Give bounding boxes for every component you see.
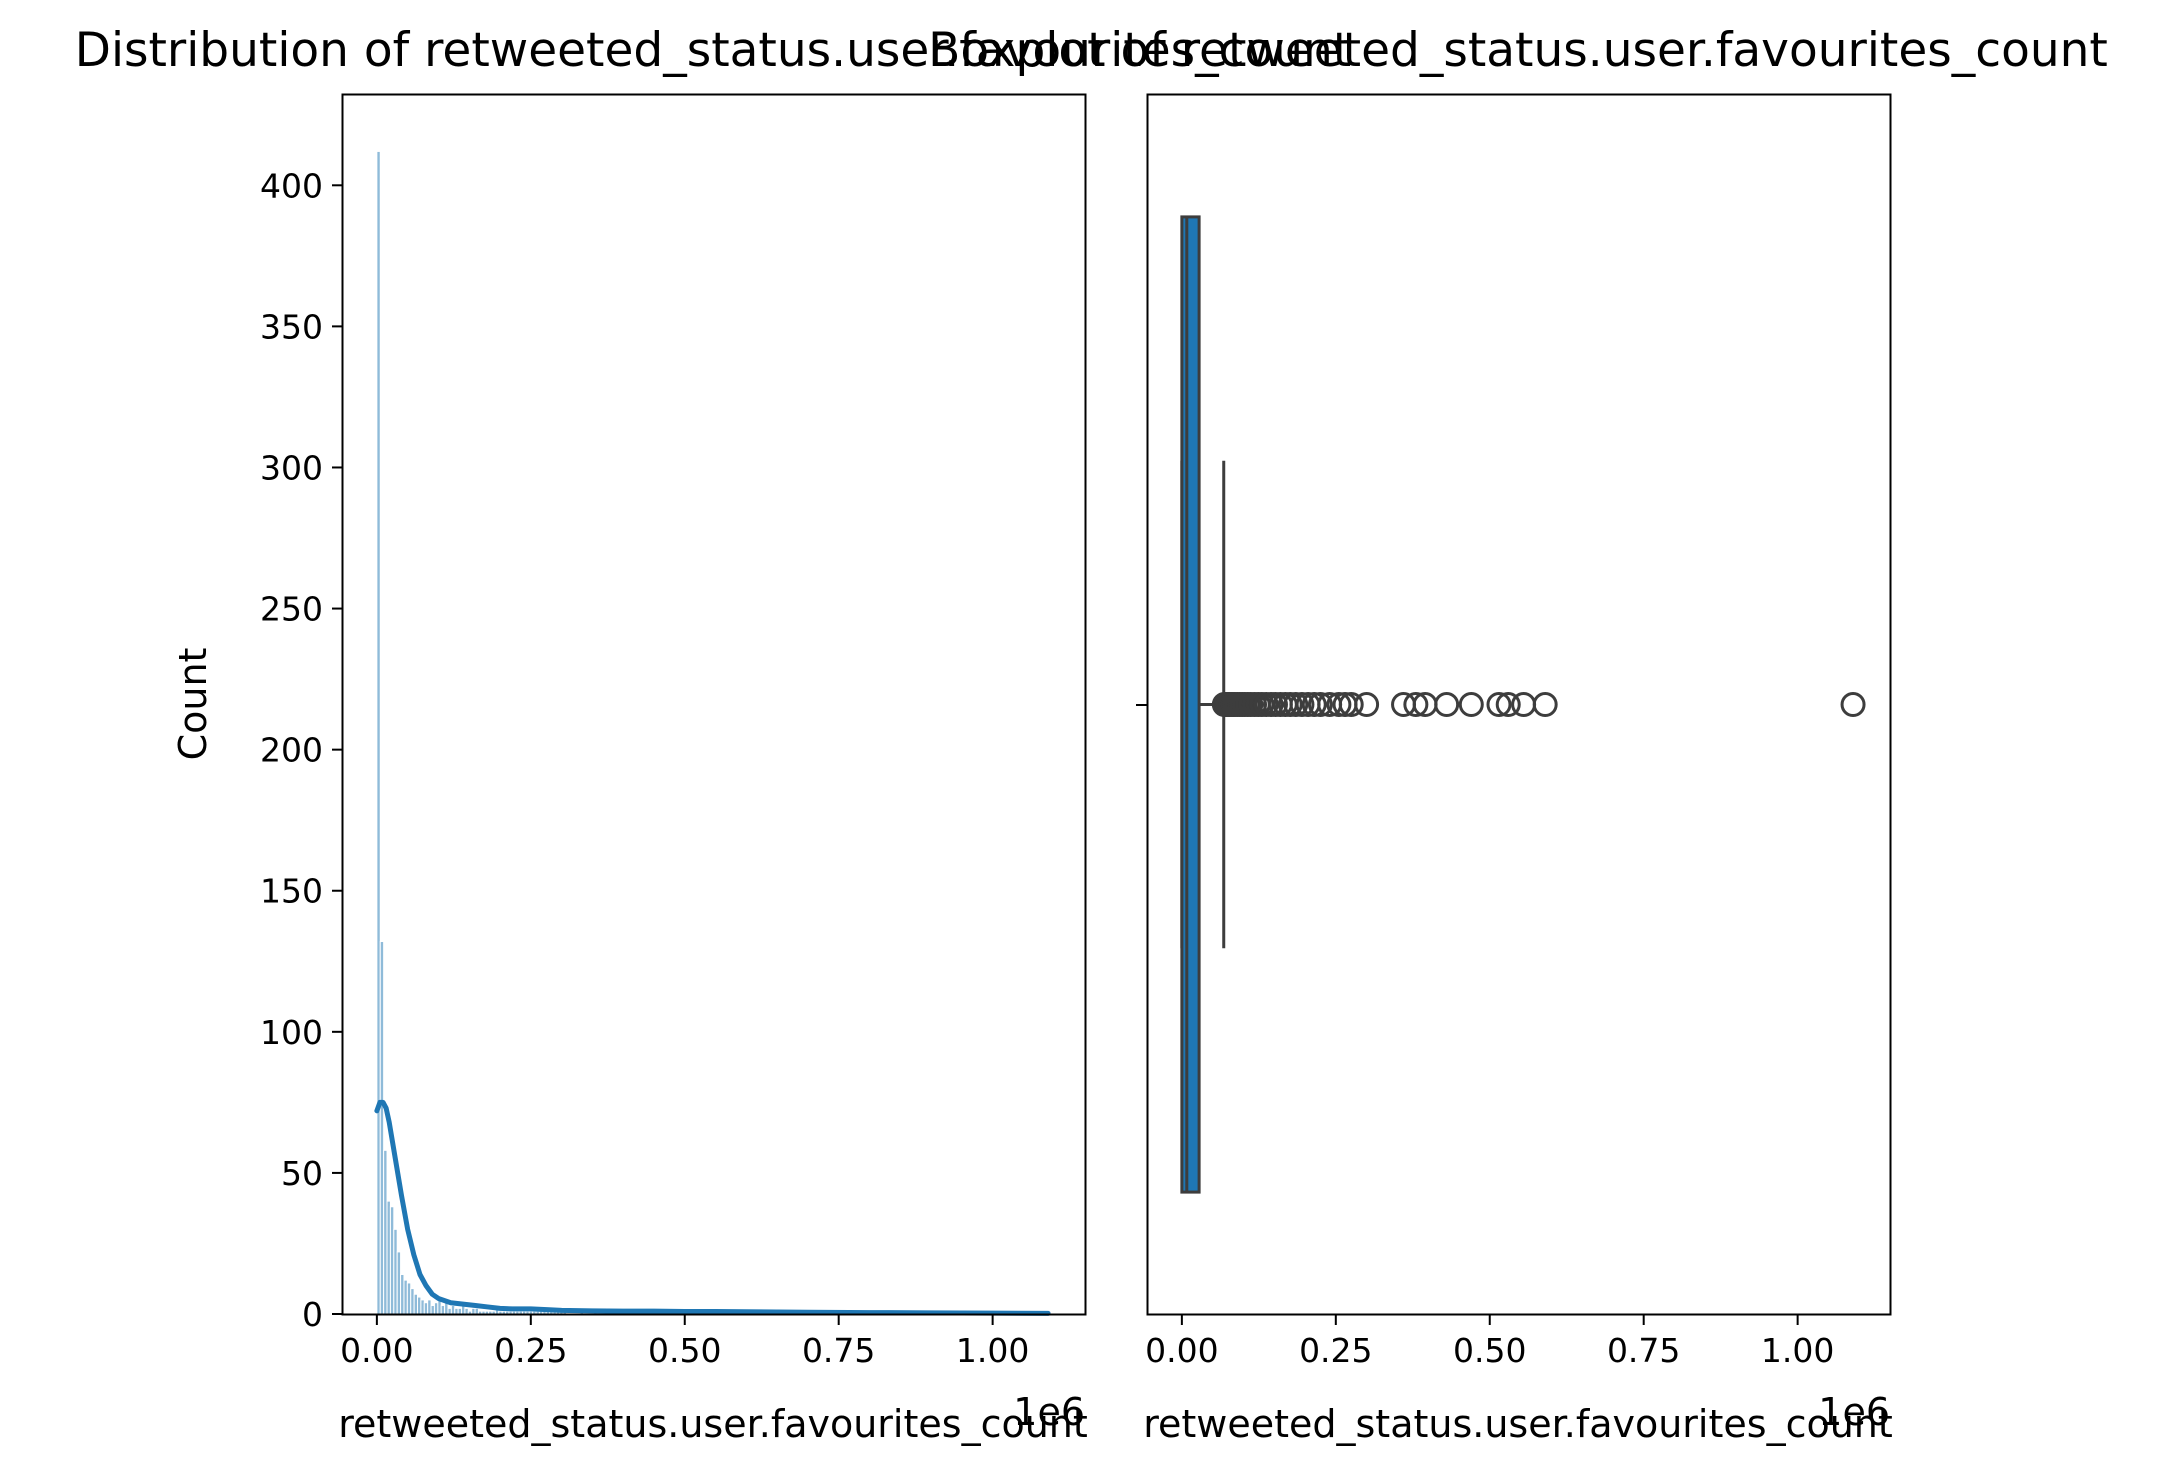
boxplot-box <box>1180 215 1201 1194</box>
histogram-bar <box>413 1293 419 1315</box>
x-tick-label: 0.50 <box>1453 1331 1526 1370</box>
x-tick-label: 0.00 <box>1145 1331 1218 1370</box>
y-tick-label: 300 <box>260 448 323 487</box>
boxplot-outliers <box>1211 692 1866 717</box>
y-tick-label: 350 <box>260 307 323 346</box>
histogram-y-axis-label: Count <box>171 648 215 761</box>
histogram-bar <box>457 1307 463 1315</box>
histogram-bar <box>423 1302 429 1315</box>
x-tick-label: 0.25 <box>494 1331 567 1370</box>
y-tick-label: 50 <box>281 1154 323 1193</box>
histogram-bar <box>464 1307 469 1315</box>
histogram-bar <box>427 1299 432 1315</box>
histogram-bar <box>454 1307 459 1315</box>
histogram-x-axis-label: retweeted_status.user.favourites_count <box>338 1402 1088 1446</box>
histogram-bar <box>393 1228 398 1315</box>
y-tick-label: 400 <box>260 166 323 205</box>
x-tick-label: 1.00 <box>956 1331 1029 1370</box>
outlier-point <box>1840 692 1866 717</box>
histogram-bar <box>440 1305 446 1315</box>
boxplot-title: Boxplot of retweeted_status.user.favouri… <box>928 23 2108 78</box>
histogram-plot-frame <box>341 93 1087 1316</box>
boxplot-x-ticks: 0.00 0.25 0.50 0.75 1.00 <box>1145 1314 1834 1370</box>
outlier-point <box>1486 692 1512 717</box>
y-tick-label: 100 <box>260 1013 323 1052</box>
histogram-bar <box>420 1299 425 1315</box>
outlier-point <box>1301 692 1327 717</box>
histogram-bar <box>444 1302 449 1315</box>
histogram-bar <box>447 1307 452 1315</box>
x-tick-label: 0.00 <box>340 1331 413 1370</box>
y-tick-label: 250 <box>260 590 323 629</box>
outlier-point <box>1307 692 1333 717</box>
x-tick-label: 0.25 <box>1299 1331 1372 1370</box>
histogram-bar <box>379 941 385 1315</box>
outlier-point <box>1338 692 1364 717</box>
boxplot-x-offset-label: 1e6 <box>1818 1390 1890 1434</box>
x-tick-label: 0.75 <box>802 1331 875 1370</box>
histogram-title: Distribution of retweeted_status.user.fa… <box>75 23 1351 78</box>
histogram-bar <box>410 1288 415 1315</box>
outlier-point <box>1289 692 1315 717</box>
outlier-point <box>1326 692 1352 717</box>
outlier-point <box>1434 692 1460 717</box>
outlier-point <box>1283 692 1309 717</box>
histogram-bar <box>406 1282 412 1315</box>
histogram-bar <box>450 1305 456 1315</box>
boxplot-x-axis-label: retweeted_status.user.favourites_count <box>1143 1402 1893 1446</box>
histogram-bar <box>461 1305 466 1315</box>
boxplot-plot-frame <box>1146 93 1892 1316</box>
histogram-x-ticks: 0.00 0.25 0.50 0.75 1.00 <box>340 1314 1029 1370</box>
y-tick-label: 0 <box>302 1295 323 1334</box>
histogram-bar <box>389 1206 395 1315</box>
histogram-bar <box>433 1302 439 1315</box>
outlier-point <box>1403 692 1429 717</box>
histogram-bar <box>400 1273 405 1315</box>
y-tick-label: 150 <box>260 872 323 911</box>
outlier-point <box>1354 692 1380 717</box>
x-tick-label: 0.50 <box>648 1331 721 1370</box>
histogram-bar <box>474 1307 479 1315</box>
x-tick-label: 0.75 <box>1607 1331 1680 1370</box>
histogram-bar <box>376 150 381 1315</box>
outlier-point <box>1458 692 1484 717</box>
histogram-y-ticks: 0 50 100 150 200 250 300 350 400 <box>260 166 343 1334</box>
histogram-bar <box>403 1279 408 1315</box>
histogram-panel: 0 50 100 150 200 250 300 350 400 0.00 0.25 0.50 0.7… <box>75 23 1351 1446</box>
histogram-x-offset-label: 1e6 <box>1013 1390 1085 1434</box>
y-tick-label: 200 <box>260 731 323 770</box>
outlier-point <box>1532 692 1558 717</box>
histogram-bar <box>430 1305 435 1315</box>
histogram-bar <box>386 1200 391 1315</box>
outlier-point <box>1495 692 1521 717</box>
histogram-bar <box>383 1149 388 1315</box>
histogram-bar <box>471 1307 476 1315</box>
histogram-bar <box>396 1251 402 1315</box>
x-tick-label: 1.00 <box>1761 1331 1834 1370</box>
boxplot-panel: 0.00 0.25 0.50 0.75 1.00 retweeted_status.us… <box>928 23 2108 1446</box>
kde-line <box>374 1099 1051 1316</box>
histogram-bar <box>417 1296 422 1315</box>
